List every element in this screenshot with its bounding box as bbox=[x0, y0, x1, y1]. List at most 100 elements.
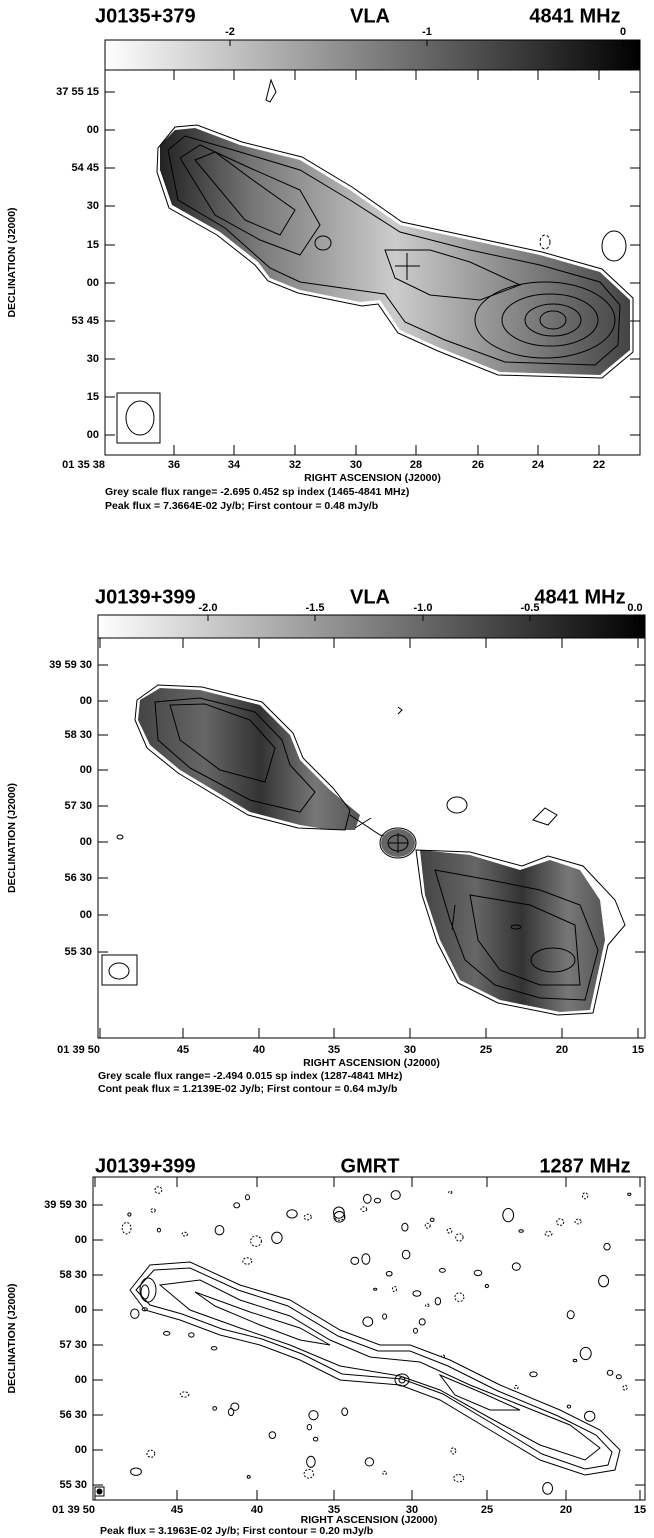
x-tick-label: 36 bbox=[168, 459, 180, 471]
noise-contour bbox=[391, 1286, 398, 1293]
noise-contour bbox=[308, 1410, 319, 1421]
noise-contour bbox=[574, 1218, 582, 1225]
panel-title: J0135+379 bbox=[95, 5, 196, 27]
noise-contour bbox=[556, 1218, 565, 1226]
noise-contour bbox=[121, 1222, 132, 1235]
noise-contour bbox=[473, 1269, 483, 1277]
x-tick-label: 30 bbox=[350, 459, 362, 471]
noise-contour bbox=[373, 1287, 378, 1291]
y-tick-label: 39 59 30 bbox=[44, 1199, 87, 1211]
x-tick-label: 28 bbox=[410, 459, 422, 471]
noise-contour bbox=[413, 1327, 418, 1334]
colorbar-label: 0 bbox=[620, 26, 626, 38]
noise-contour bbox=[484, 1283, 489, 1289]
noise-contour bbox=[361, 1253, 371, 1265]
x-tick-label: 32 bbox=[289, 459, 301, 471]
x-tick-label: 24 bbox=[532, 459, 545, 471]
y-tick-label: 00 bbox=[80, 764, 92, 776]
y-tick-label: 53 45 bbox=[71, 315, 99, 327]
noise-contour bbox=[544, 1231, 553, 1237]
y-tick-label: 39 59 30 bbox=[49, 659, 92, 671]
plot-frame bbox=[97, 637, 646, 1039]
noise-contour bbox=[333, 1206, 345, 1219]
noise-contour bbox=[364, 1457, 375, 1467]
noise-contour bbox=[350, 1256, 360, 1265]
x-tick-label: 25 bbox=[480, 1044, 492, 1056]
caption: Cont peak flux = 1.2139E-02 Jy/b; First … bbox=[98, 1083, 397, 1095]
noise-contour bbox=[401, 1222, 409, 1232]
noise-contour bbox=[130, 1467, 142, 1476]
y-tick-label: 58 30 bbox=[59, 1269, 87, 1281]
plot-frame bbox=[92, 1176, 646, 1501]
y-tick-label: 30 bbox=[87, 200, 99, 212]
y-tick-label: 00 bbox=[80, 909, 92, 921]
noise-contour bbox=[579, 1346, 592, 1361]
noise-contour bbox=[181, 1231, 189, 1237]
noise-contour bbox=[518, 1229, 524, 1233]
noise-contour bbox=[210, 1346, 218, 1351]
panel-title: J0139+399 bbox=[95, 586, 196, 608]
x-tick-label: 15 bbox=[632, 1044, 644, 1056]
noise-contour bbox=[141, 1307, 148, 1312]
y-tick-label: 00 bbox=[87, 124, 99, 136]
colorbar-label: -1.5 bbox=[306, 602, 325, 614]
frequency: 4841 MHz bbox=[529, 5, 620, 27]
noise-contour bbox=[156, 1227, 161, 1233]
noise-contour bbox=[303, 1213, 312, 1221]
caption: Peak flux = 3.1963E-02 Jy/b; First conto… bbox=[100, 1525, 373, 1537]
noise-contour bbox=[529, 1371, 538, 1378]
noise-contour bbox=[373, 1197, 382, 1204]
x-tick-label: 35 bbox=[328, 1504, 340, 1516]
noise-contour bbox=[434, 1297, 442, 1306]
y-tick-label: 15 bbox=[87, 239, 99, 251]
x-tick-label: 30 bbox=[404, 1044, 416, 1056]
y-tick-label: 37 55 15 bbox=[56, 86, 99, 98]
y-tick-label: 00 bbox=[87, 277, 99, 289]
noise-contour bbox=[615, 1374, 622, 1380]
noise-contour bbox=[385, 1270, 393, 1277]
noise-contour bbox=[242, 1257, 253, 1265]
noise-contour bbox=[412, 1290, 422, 1297]
y-tick-label: 00 bbox=[80, 836, 92, 848]
panel: J0139+399 VLA 4841 MHz -2.0 -1.5 -1.0 -0.5 0.0 3… bbox=[6, 586, 646, 1095]
x-tick-label: 30 bbox=[406, 1504, 418, 1516]
caption: Grey scale flux range= -2.494 0.015 sp i… bbox=[98, 1070, 402, 1082]
noise-contour bbox=[179, 1391, 190, 1398]
colorbar-label: -2 bbox=[225, 26, 235, 38]
noise-contour bbox=[188, 1332, 195, 1338]
noise-contour bbox=[214, 1225, 225, 1236]
y-tick-label: 00 bbox=[87, 429, 99, 441]
x-tick-label: 20 bbox=[556, 1044, 568, 1056]
noise-contour bbox=[230, 1402, 240, 1411]
noise-contour bbox=[268, 1431, 277, 1439]
noise-contour bbox=[306, 1455, 316, 1468]
x-tick-label: 40 bbox=[253, 1044, 265, 1056]
y-axis-label: DECLINATION (J2000) bbox=[6, 1283, 18, 1393]
caption: Grey scale flux range= -2.695 0.452 sp i… bbox=[105, 486, 409, 498]
noise-contour bbox=[424, 1222, 431, 1229]
y-tick-label: 57 30 bbox=[59, 1339, 87, 1351]
noise-contour bbox=[250, 1235, 262, 1247]
noise-contour bbox=[244, 1194, 251, 1201]
noise-contour bbox=[360, 1206, 368, 1212]
noise-contour bbox=[246, 1475, 251, 1479]
noise-contour bbox=[271, 1231, 283, 1245]
noise-contour bbox=[622, 1384, 628, 1391]
x-tick-label: 01 39 50 bbox=[57, 1044, 100, 1056]
noise-contour bbox=[227, 1407, 235, 1417]
noise-contour bbox=[303, 1468, 314, 1479]
y-tick-label: 56 30 bbox=[59, 1409, 87, 1421]
noise-contour bbox=[363, 1193, 372, 1204]
x-tick-label: 22 bbox=[593, 459, 605, 471]
y-axis-label: DECLINATION (J2000) bbox=[6, 783, 18, 893]
noise-contour bbox=[584, 1410, 596, 1422]
y-tick-label: 55 30 bbox=[59, 1479, 87, 1491]
noise-contour bbox=[450, 1447, 457, 1455]
noise-contour bbox=[598, 1274, 610, 1288]
colorbar bbox=[104, 39, 641, 71]
y-tick-label: 54 45 bbox=[71, 162, 99, 174]
panel: J0135+379 VLA 4841 MHz -2 -1 0 37 55 15 00 54 45… bbox=[6, 5, 641, 512]
noise-contour bbox=[362, 1316, 374, 1327]
noise-contour bbox=[453, 1474, 465, 1483]
noise-contour bbox=[603, 1242, 611, 1251]
